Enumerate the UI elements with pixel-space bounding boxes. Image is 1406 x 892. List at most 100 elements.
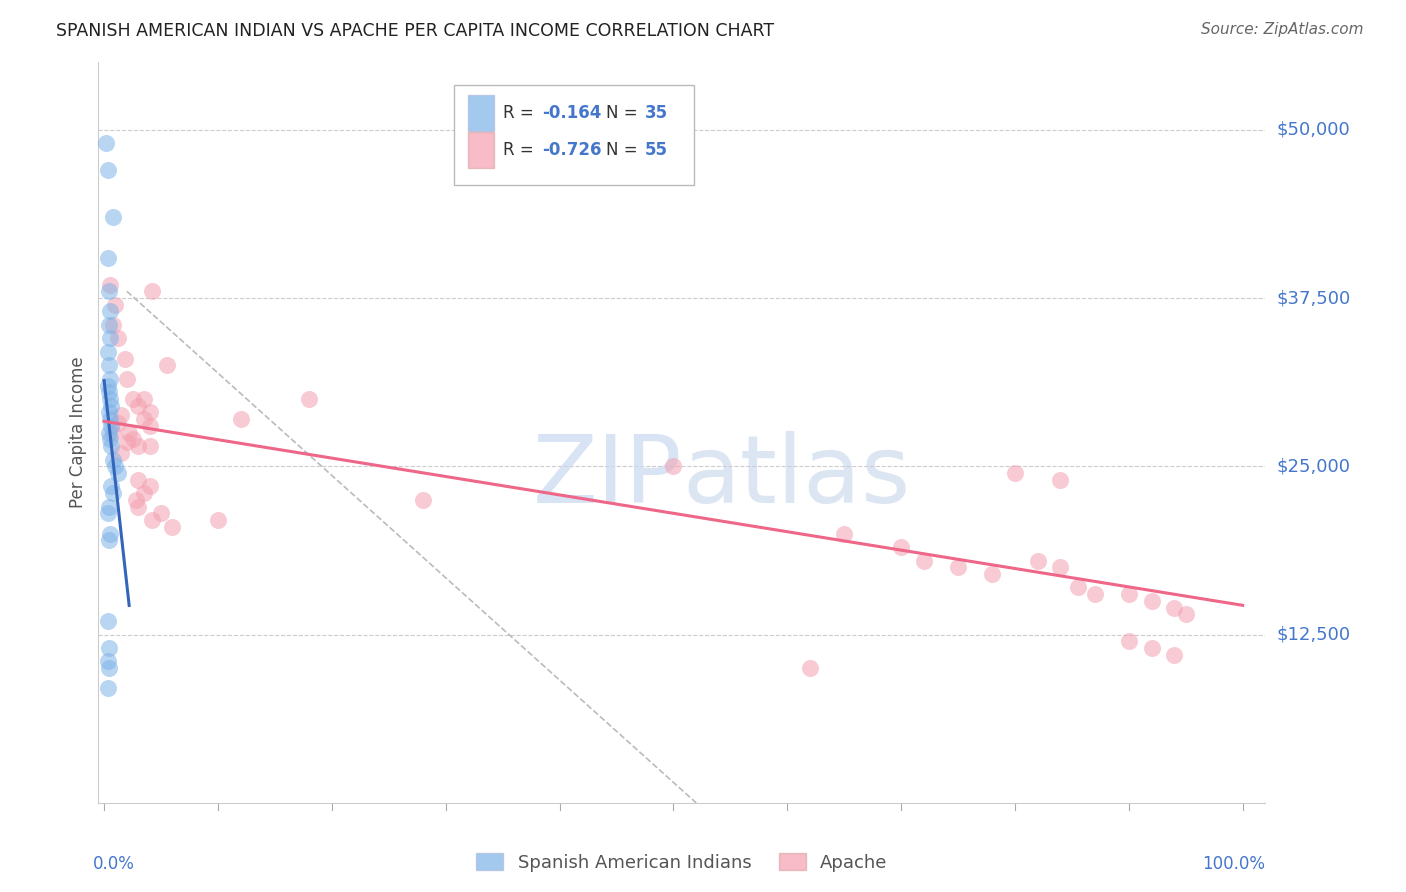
Point (890, 540, 912, 554)
Point (103, 425, 125, 440)
Point (98, 331, 121, 345)
Point (912, 553, 935, 567)
Point (114, 351, 136, 366)
Point (98, 372, 121, 386)
Point (96, 681, 118, 696)
Point (97, 318, 120, 332)
Text: N =: N = (606, 141, 643, 159)
Point (96, 344, 118, 359)
Bar (468, 95, 494, 130)
Point (96, 136, 118, 151)
Point (100, 399, 122, 413)
Point (98, 304, 121, 318)
Text: N =: N = (606, 103, 643, 122)
Text: 55: 55 (644, 141, 668, 159)
Point (121, 433, 143, 447)
Text: Source: ZipAtlas.com: Source: ZipAtlas.com (1201, 22, 1364, 37)
Point (1118, 587, 1140, 601)
Point (100, 439, 122, 453)
Text: 35: 35 (644, 103, 668, 122)
Point (141, 285, 163, 299)
Point (96, 251, 118, 265)
Point (96, 614, 118, 628)
Point (96, 655, 118, 669)
Point (946, 560, 969, 574)
Point (103, 452, 125, 467)
Point (1066, 581, 1088, 595)
Text: ZIP: ZIP (533, 431, 682, 523)
Text: atlas: atlas (682, 431, 910, 523)
Text: $37,500: $37,500 (1277, 289, 1351, 307)
FancyBboxPatch shape (454, 85, 693, 185)
Point (97, 385, 120, 400)
Point (104, 298, 127, 312)
Point (1026, 553, 1049, 567)
Point (1163, 648, 1185, 662)
Point (981, 566, 1004, 581)
Point (98, 277, 121, 292)
Point (110, 446, 132, 460)
Point (98, 526, 121, 541)
Point (138, 439, 160, 453)
Point (132, 412, 155, 426)
Point (97, 359, 120, 373)
Point (138, 418, 160, 433)
Text: -0.726: -0.726 (541, 141, 602, 159)
Bar (468, 132, 494, 168)
Point (97, 425, 120, 440)
Text: $12,500: $12,500 (1277, 625, 1351, 643)
Point (100, 418, 122, 433)
Point (1140, 640, 1163, 655)
Point (799, 661, 821, 675)
Text: -0.164: -0.164 (541, 103, 602, 122)
Point (103, 318, 125, 332)
Point (1084, 587, 1107, 601)
Point (229, 412, 252, 426)
Point (96, 507, 118, 521)
Point (132, 486, 155, 500)
Point (127, 439, 149, 453)
Point (832, 526, 855, 541)
Point (1140, 594, 1163, 608)
Point (103, 486, 125, 500)
Point (97, 405, 120, 419)
Text: 0.0%: 0.0% (93, 855, 135, 872)
Point (1163, 600, 1185, 615)
Point (121, 392, 143, 406)
Point (162, 520, 184, 534)
Point (97, 640, 120, 655)
Text: $50,000: $50,000 (1277, 120, 1350, 139)
Point (103, 211, 125, 225)
Point (97, 533, 120, 548)
Point (98, 433, 121, 447)
Point (412, 492, 434, 507)
Point (97, 500, 120, 514)
Point (138, 405, 160, 419)
Point (156, 359, 179, 373)
Point (1049, 473, 1071, 487)
Point (98, 412, 121, 426)
Point (207, 513, 229, 527)
Point (127, 473, 149, 487)
Text: R =: R = (503, 103, 540, 122)
Text: 100.0%: 100.0% (1202, 855, 1265, 872)
Point (110, 408, 132, 422)
Text: $25,000: $25,000 (1277, 458, 1351, 475)
Point (1004, 466, 1026, 480)
Point (107, 416, 129, 430)
Point (298, 392, 321, 406)
Point (115, 372, 138, 386)
Point (100, 479, 122, 493)
Point (96, 163, 118, 178)
Point (97, 661, 120, 675)
Legend: Spanish American Indians, Apache: Spanish American Indians, Apache (470, 846, 894, 879)
Point (107, 466, 129, 480)
Point (150, 507, 173, 521)
Text: SPANISH AMERICAN INDIAN VS APACHE PER CAPITA INCOME CORRELATION CHART: SPANISH AMERICAN INDIAN VS APACHE PER CA… (56, 22, 775, 40)
Point (662, 459, 685, 474)
Point (1174, 607, 1197, 622)
Point (1049, 560, 1071, 574)
Point (98, 392, 121, 406)
Point (115, 435, 138, 450)
Point (125, 492, 148, 507)
